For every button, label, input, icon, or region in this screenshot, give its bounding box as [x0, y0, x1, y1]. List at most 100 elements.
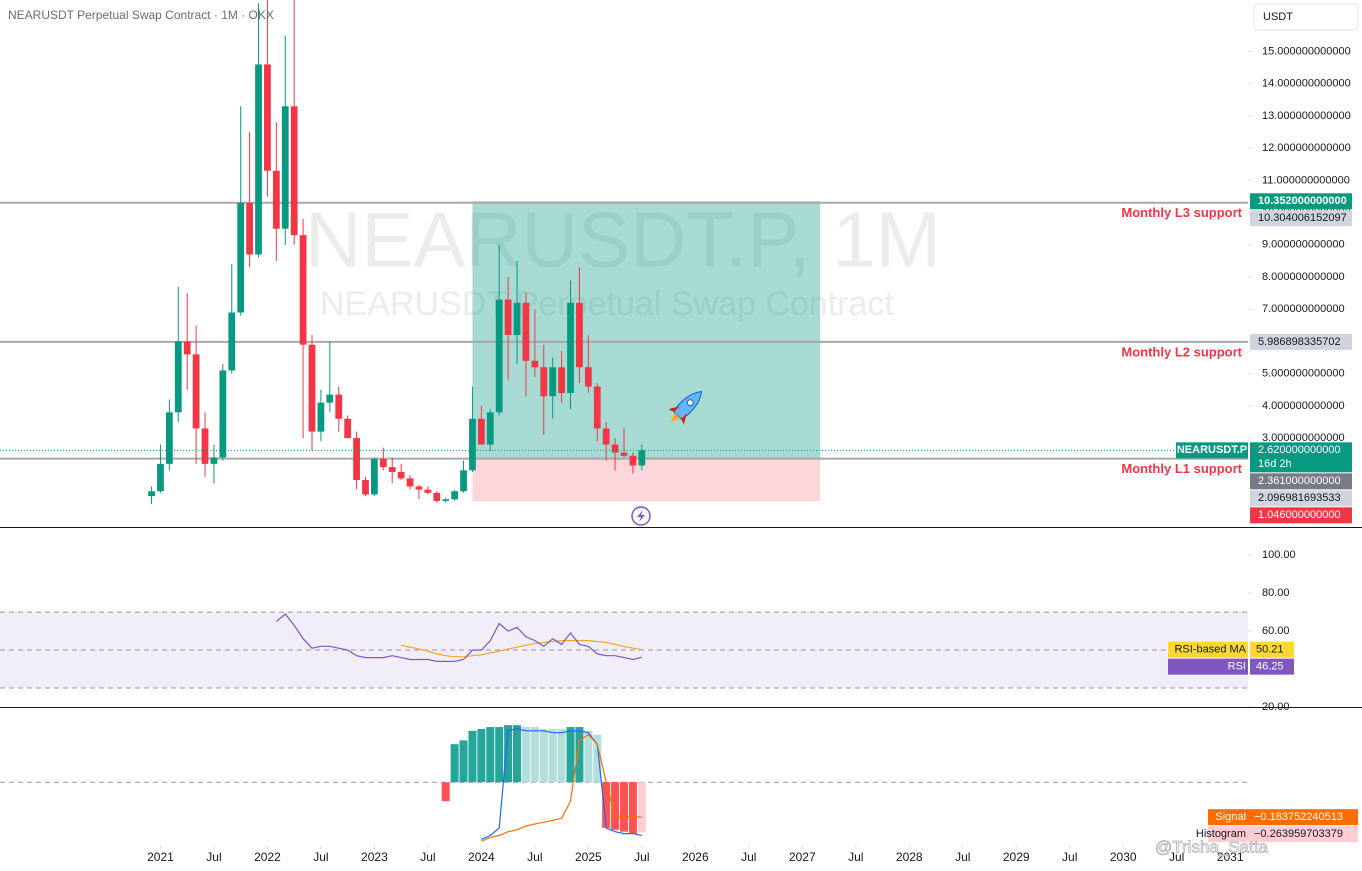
watermark-group: NEARUSDT.P, 1M NEARUSDT Perpetual Swap C… — [305, 196, 941, 323]
legend-tag — [1168, 641, 1248, 658]
x-tick-label: Jul — [634, 850, 649, 864]
series-line — [481, 733, 642, 842]
y-tick-label: 80.00 — [1262, 587, 1290, 599]
x-tick-label: 2025 — [575, 850, 602, 864]
candle-body — [379, 459, 387, 468]
y-tick-label: 3.000000000000 — [1262, 432, 1345, 444]
candle-body — [593, 386, 601, 429]
candle-body — [148, 491, 155, 497]
candle-body — [246, 202, 253, 255]
histogram-bar — [566, 727, 575, 783]
candle-body — [424, 489, 432, 493]
price-badge — [1250, 473, 1352, 490]
candle-body — [611, 444, 619, 453]
candle-body — [165, 412, 173, 464]
x-tick-label: Jul — [206, 850, 221, 864]
x-tick-label: 2030 — [1110, 850, 1137, 864]
price-badge-label: 10.304006152097 — [1258, 212, 1347, 224]
position-loss — [472, 459, 821, 502]
price-badge-label: 5.986898335702 — [1258, 336, 1341, 348]
y-tick-label: 5.000000000000 — [1262, 368, 1345, 380]
y-tick-label: 100.00 — [1262, 549, 1296, 561]
candle-body — [299, 235, 307, 345]
currency-label[interactable]: USDT — [1263, 11, 1293, 23]
candle-body — [584, 367, 592, 387]
y-tick-label: 14.000000000000 — [1262, 78, 1351, 90]
candle-body — [174, 341, 182, 413]
candle-body — [540, 367, 548, 397]
candle-body — [442, 499, 450, 501]
candle-body — [486, 412, 494, 445]
candle-body — [290, 106, 298, 236]
support-note: Monthly L1 support — [1121, 461, 1242, 476]
histogram-bar — [477, 728, 486, 783]
candle-body — [157, 463, 164, 492]
candle-body — [638, 450, 646, 466]
candle-body — [272, 170, 280, 229]
chart-title: NEARUSDT Perpetual Swap Contract · 1M · … — [8, 8, 274, 22]
value-tag — [1250, 809, 1358, 826]
price-badge — [1250, 193, 1352, 210]
y-tick-label: 4.000000000000 — [1262, 400, 1345, 412]
support-note: Monthly L3 support — [1121, 205, 1242, 220]
legend-name: RSI-based MA — [1174, 644, 1246, 656]
candle-body — [362, 479, 369, 495]
candle-body — [567, 302, 574, 393]
candle-body — [264, 64, 271, 171]
x-tick-label: Jul — [1169, 850, 1184, 864]
value-tag — [1250, 658, 1294, 675]
candle-body — [469, 418, 476, 471]
histogram-bar — [593, 734, 602, 783]
candle-body — [371, 459, 378, 495]
candle-body — [460, 470, 467, 492]
price-badge-label: 10.352000000000 — [1258, 195, 1347, 207]
candle-body — [549, 367, 557, 397]
candle-body — [255, 64, 262, 255]
candle-body — [183, 341, 191, 355]
event-icon-bolt — [637, 510, 645, 522]
value-tag — [1250, 826, 1358, 843]
histogram-bar — [584, 730, 593, 783]
y-tick-label: 8.000000000000 — [1262, 271, 1345, 283]
candle-body — [477, 418, 485, 445]
x-tick-label: 2029 — [1003, 850, 1030, 864]
candle-body — [201, 428, 209, 464]
histogram-bar — [521, 727, 530, 783]
x-tick-label: 2021 — [147, 850, 174, 864]
candle-body — [629, 455, 637, 466]
x-tick-label: 2022 — [254, 850, 281, 864]
currency-button[interactable] — [1253, 3, 1359, 31]
candle-body — [308, 344, 316, 432]
x-tick-label: Jul — [955, 850, 970, 864]
legend-tag — [1168, 658, 1248, 675]
candle-body — [602, 428, 610, 445]
candle-body — [192, 354, 200, 429]
x-tick-label: 2023 — [361, 850, 388, 864]
histogram-bar — [504, 725, 513, 783]
price-badge-label: 2.096981693533 — [1258, 492, 1341, 504]
candle-body — [406, 478, 414, 487]
candle-body — [558, 367, 565, 393]
candle-body — [326, 394, 334, 403]
candle-body — [495, 299, 503, 413]
x-tick-label: Jul — [1062, 850, 1077, 864]
histogram-bar — [486, 727, 495, 783]
candle-body — [576, 302, 583, 368]
candle-body — [228, 312, 236, 371]
value-label: 50.21 — [1256, 644, 1284, 656]
watermark-description: NEARUSDT Perpetual Swap Contract — [320, 285, 894, 323]
position-profit — [472, 201, 821, 460]
histogram-bar — [513, 725, 522, 783]
countdown-label: 16d 2h — [1258, 458, 1292, 470]
series-line — [400, 640, 642, 658]
candle-body — [388, 467, 396, 472]
symbol-label: NEARUSDT.P — [1177, 444, 1247, 456]
histogram-bar — [450, 744, 459, 783]
candle-body — [415, 486, 423, 490]
histogram-bar — [637, 782, 646, 833]
x-tick-label: 2028 — [896, 850, 923, 864]
candle-body — [504, 299, 512, 336]
price-badge — [1250, 507, 1352, 524]
